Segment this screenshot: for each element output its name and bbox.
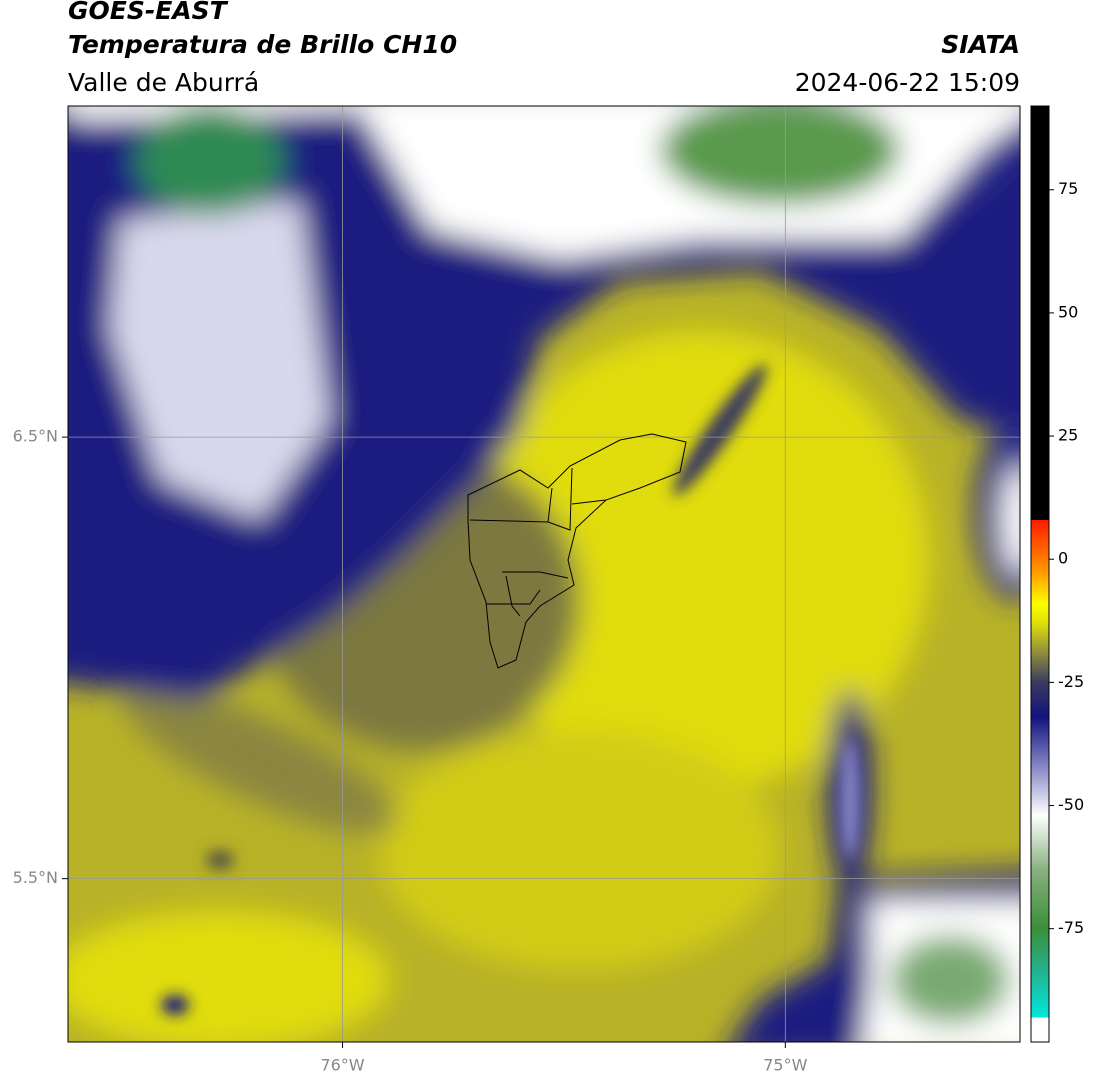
x-tick-label: 75°W xyxy=(763,1056,807,1075)
y-tick-label: 5.5°N xyxy=(13,868,58,887)
field xyxy=(68,106,1020,1042)
source: SIATA xyxy=(941,30,1020,59)
y-tick-label: 6.5°N xyxy=(13,427,58,446)
colorbar-tick-label: 50 xyxy=(1058,302,1078,321)
colorbar-tick-label: -75 xyxy=(1058,918,1084,937)
map-frame xyxy=(67,105,1021,1043)
municipal-borders xyxy=(469,467,607,617)
colorbar-tick-label: 75 xyxy=(1058,179,1078,198)
colorbar xyxy=(1030,105,1050,1043)
subtitle: Temperatura de Brillo CH10 xyxy=(68,30,457,59)
region: Valle de Aburrá xyxy=(68,68,259,97)
colorbar-tick-label: -25 xyxy=(1058,672,1084,691)
colorbar-tick-label: 25 xyxy=(1058,426,1078,445)
valley-outline xyxy=(467,433,687,669)
datetime: 2024-06-22 15:09 xyxy=(795,68,1020,97)
x-tick-label: 76°W xyxy=(320,1056,364,1075)
colorbar-tick-label: 0 xyxy=(1058,549,1068,568)
colorbar-tick-label: -50 xyxy=(1058,795,1084,814)
title: GOES-EAST xyxy=(68,0,229,25)
